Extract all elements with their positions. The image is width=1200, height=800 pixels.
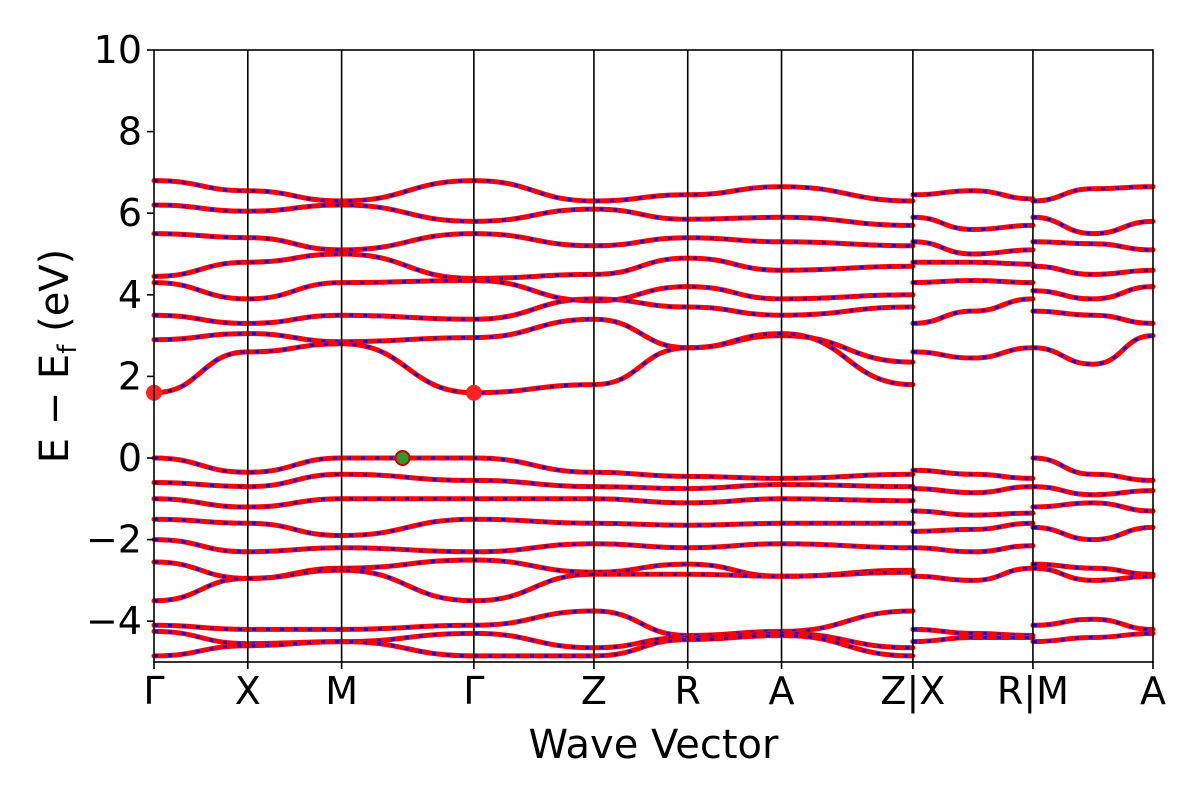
band-line-24 [910,345,1036,361]
band-line-23 [910,296,1036,326]
x-axis-title: Wave Vector [529,722,780,768]
band-line-9 [151,471,916,492]
band-line-20 [910,239,1036,257]
band-line-12 [151,537,916,555]
band-dash-46 [1032,617,1154,631]
band-line-5 [151,296,916,326]
y-tick-label-4: 4 [118,273,142,317]
band-line-43 [1030,524,1156,543]
band-line-2 [151,231,916,253]
band-dash-2 [153,232,913,252]
band-line-46 [1030,616,1156,632]
x-tick-label-8: R|M [997,669,1069,714]
band-dash-29 [912,544,1033,554]
band-line-35 [1030,239,1156,253]
band-line-29 [910,543,1036,555]
band-dash-44 [1032,562,1154,576]
band-line-39 [1030,333,1156,367]
x-tick-label-9: A [1140,669,1166,713]
band-line-3 [151,251,916,282]
y-axis-title-unit: (eV) [32,249,78,345]
band-dash-45 [1032,566,1154,582]
extremum-marker-1 [465,384,482,401]
markers-layer [146,384,482,466]
band-dash-36 [1032,264,1154,276]
x-ticks: Γ X M Γ Z R A Z|X R|M A [143,662,1166,714]
band-dash-3 [153,252,913,281]
y-tick-label-0: −4 [86,599,142,643]
band-dash-22 [912,278,1033,285]
x-tick-label-4: Z [581,669,607,713]
band-dash-0 [153,179,913,203]
band-line-31 [910,626,1036,638]
band-dash-4 [153,278,913,303]
y-tick-label-3: 2 [118,354,142,398]
band-line-26 [910,484,1036,496]
y-tick-label-5: 6 [118,191,142,235]
y-axis-title: E − Ef (eV) [32,249,83,464]
band-dash-33 [1032,185,1154,203]
band-line-41 [1030,484,1156,498]
band-dash-18 [912,189,1033,201]
kpoint-lines [247,50,1034,662]
bands-layer [151,178,1156,659]
band-line-47 [1030,630,1156,645]
band-dash-14 [153,568,913,603]
band-dash-20 [912,240,1033,256]
band-dash-6 [153,317,913,364]
band-dash-8 [153,456,913,480]
band-line-34 [1030,214,1156,237]
y-tick-label-6: 8 [118,110,142,154]
band-dash-5 [153,297,913,325]
y-tick-label-1: −2 [86,518,142,562]
x-tick-label-1: X [235,669,261,713]
x-tick-label-2: M [325,669,358,713]
x-tick-label-3: Γ [463,669,484,713]
band-line-33 [1030,184,1156,204]
band-dash-42 [1032,501,1154,513]
y-axis-title-main: E − E [32,354,78,464]
band-line-8 [151,455,916,481]
band-dash-25 [912,468,1033,480]
band-line-37 [1030,284,1156,302]
band-dash-38 [1032,309,1154,325]
band-dash-41 [1032,485,1154,497]
band-dash-19 [912,215,1033,232]
band-dash-24 [912,346,1033,360]
x-tick-label-5: R [675,669,701,713]
band-line-30 [910,565,1036,583]
band-line-36 [1030,263,1156,277]
band-dash-21 [912,260,1033,266]
x-tick-label-6: A [769,669,795,713]
band-line-38 [1030,308,1156,326]
plot-frame [153,49,1154,663]
band-dash-47 [1032,631,1154,644]
band-dash-7 [153,332,913,395]
band-line-40 [1030,455,1156,483]
band-dash-10 [153,497,913,509]
y-tick-label-7: 10 [94,28,142,72]
band-line-25 [910,467,1036,481]
band-dash-35 [1032,240,1154,252]
band-dash-32 [912,636,1033,644]
extremum-marker-2 [394,450,411,466]
band-line-10 [151,496,916,510]
x-tick-label-7: Z|X [880,669,945,714]
band-line-28 [910,520,1036,534]
band-dash-26 [912,485,1033,495]
band-line-14 [151,567,916,604]
band-line-11 [151,516,916,539]
x-tick-label-0: Γ [143,669,164,713]
band-dash-27 [912,509,1033,517]
band-line-7 [151,331,916,396]
band-dash-30 [912,566,1033,582]
band-dash-28 [912,521,1033,533]
band-line-1 [151,202,916,228]
band-line-19 [910,214,1036,233]
y-axis-title-sub: f [53,344,83,354]
y-ticks: −4 −2 0 2 4 6 8 10 [86,28,154,643]
band-line-6 [151,316,916,365]
y-tick-label-2: 0 [118,436,142,480]
